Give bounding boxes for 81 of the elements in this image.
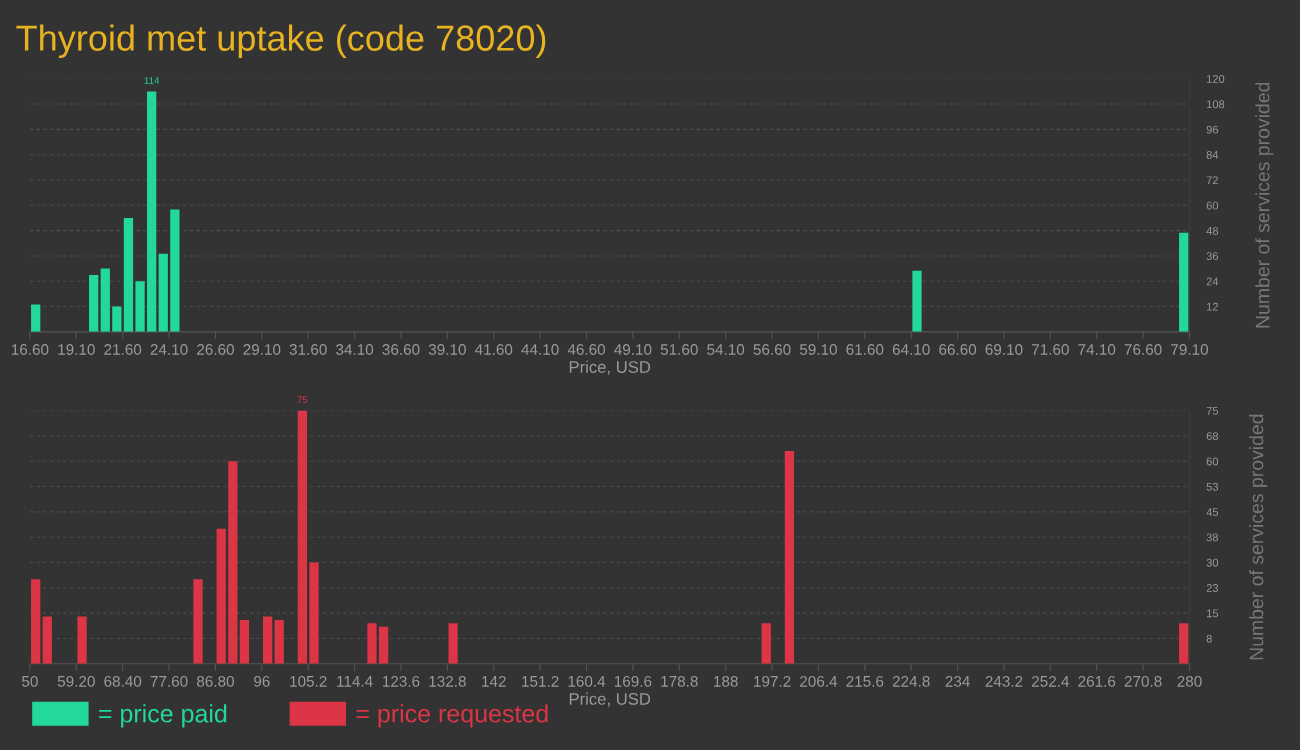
x-tick-label: 61.60 [846, 344, 884, 355]
x-tick-label: 178.8 [661, 675, 698, 687]
x-tick-label: 34.10 [336, 344, 374, 355]
x-tick-label: 71.60 [1032, 344, 1069, 355]
y-tick-label: 75 [1206, 407, 1219, 415]
x-tick-label: 44.10 [521, 344, 559, 355]
chart-title: Thyroid met uptake (code 78020) [16, 24, 546, 59]
x-tick-label: 69.10 [985, 344, 1023, 355]
y-tick-label: 38 [1206, 533, 1219, 542]
x-tick-label: 31.60 [289, 344, 327, 355]
x-tick-label: 59.10 [799, 344, 837, 355]
x-tick-label: 68.40 [104, 675, 142, 687]
x-axis-title: Price, USD [569, 692, 651, 707]
x-axis-title: Price, USD [569, 360, 651, 375]
x-tick-label: 49.10 [614, 344, 652, 355]
x-tick-label: 206.4 [800, 675, 838, 687]
y-tick-label: 72 [1206, 176, 1218, 185]
x-tick-label: 132.8 [429, 675, 466, 687]
x-tick-label: 142 [482, 675, 506, 687]
x-tick-label: 26.60 [197, 344, 234, 355]
x-tick-label: 188 [714, 675, 738, 687]
x-tick-label: 261.6 [1078, 675, 1116, 687]
y-tick-label: 120 [1207, 75, 1225, 83]
y-tick-label: 84 [1206, 150, 1219, 159]
x-tick-label: 169.6 [614, 675, 652, 687]
y-tick-label: 15 [1207, 609, 1219, 618]
x-tick-label: 160.4 [568, 675, 606, 687]
x-tick-label: 86.80 [196, 675, 234, 687]
x-tick-label: 79.10 [1171, 344, 1209, 355]
x-tick-label: 151.2 [522, 675, 559, 687]
y-tick-label: 108 [1207, 100, 1225, 109]
x-tick-label: 36.60 [382, 344, 420, 355]
x-tick-label: 96 [254, 675, 270, 687]
x-tick-label: 252.4 [1032, 675, 1070, 687]
x-tick-label: 56.60 [753, 344, 791, 355]
y-tick-label: 24 [1206, 277, 1219, 286]
x-tick-label: 46.60 [567, 344, 606, 355]
x-tick-label: 39.10 [428, 344, 466, 355]
x-tick-label: 215.6 [846, 675, 884, 687]
y-tick-label: 96 [1206, 125, 1219, 134]
x-tick-label: 24.10 [150, 344, 188, 355]
x-tick-label: 123.6 [383, 675, 420, 687]
x-tick-label: 270.8 [1124, 675, 1162, 687]
y-tick-label: 12 [1207, 302, 1218, 311]
x-tick-label: 234 [945, 675, 970, 687]
y-tick-label: 36 [1206, 252, 1219, 261]
y-tick-label: 60 [1206, 201, 1219, 210]
y-tick-label: 30 [1206, 558, 1219, 567]
y-tick-label: 48 [1206, 226, 1219, 235]
legend-label: = price requested [356, 704, 548, 728]
y-tick-label: 53 [1206, 482, 1219, 491]
x-tick-label: 41.60 [474, 344, 513, 355]
legend-label: = price paid [99, 704, 227, 728]
x-tick-label: 51.60 [660, 344, 698, 355]
y-axis-title: Number of services provided [1249, 414, 1268, 660]
x-tick-label: 243.2 [985, 675, 1023, 687]
x-tick-label: 77.60 [150, 675, 188, 687]
annotation: 75 [297, 396, 308, 404]
x-tick-label: 21.60 [104, 344, 142, 355]
x-tick-label: 74.10 [1078, 344, 1116, 355]
x-tick-label: 64.10 [892, 344, 930, 355]
x-tick-label: 280 [1177, 675, 1202, 687]
x-tick-label: 197.2 [754, 675, 791, 687]
y-tick-label: 45 [1206, 508, 1219, 517]
y-tick-label: 60 [1206, 457, 1219, 466]
y-axis-title: Number of services provided [1255, 82, 1274, 328]
x-tick-label: 76.60 [1124, 344, 1162, 355]
x-tick-label: 105.2 [290, 675, 327, 687]
x-tick-label: 114.4 [337, 676, 373, 687]
x-tick-label: 16.60 [11, 344, 49, 355]
x-tick-label: 50 [22, 675, 38, 687]
x-tick-label: 59.20 [57, 675, 95, 687]
annotation: 114 [144, 77, 160, 84]
y-tick-label: 8 [1206, 634, 1212, 643]
x-tick-label: 54.10 [707, 344, 745, 355]
x-tick-label: 224.8 [892, 675, 930, 687]
x-tick-label: 29.10 [243, 344, 281, 355]
y-tick-label: 23 [1206, 584, 1219, 592]
x-tick-label: 66.60 [939, 344, 977, 355]
x-tick-label: 19.10 [58, 344, 95, 355]
y-tick-label: 68 [1206, 432, 1219, 441]
